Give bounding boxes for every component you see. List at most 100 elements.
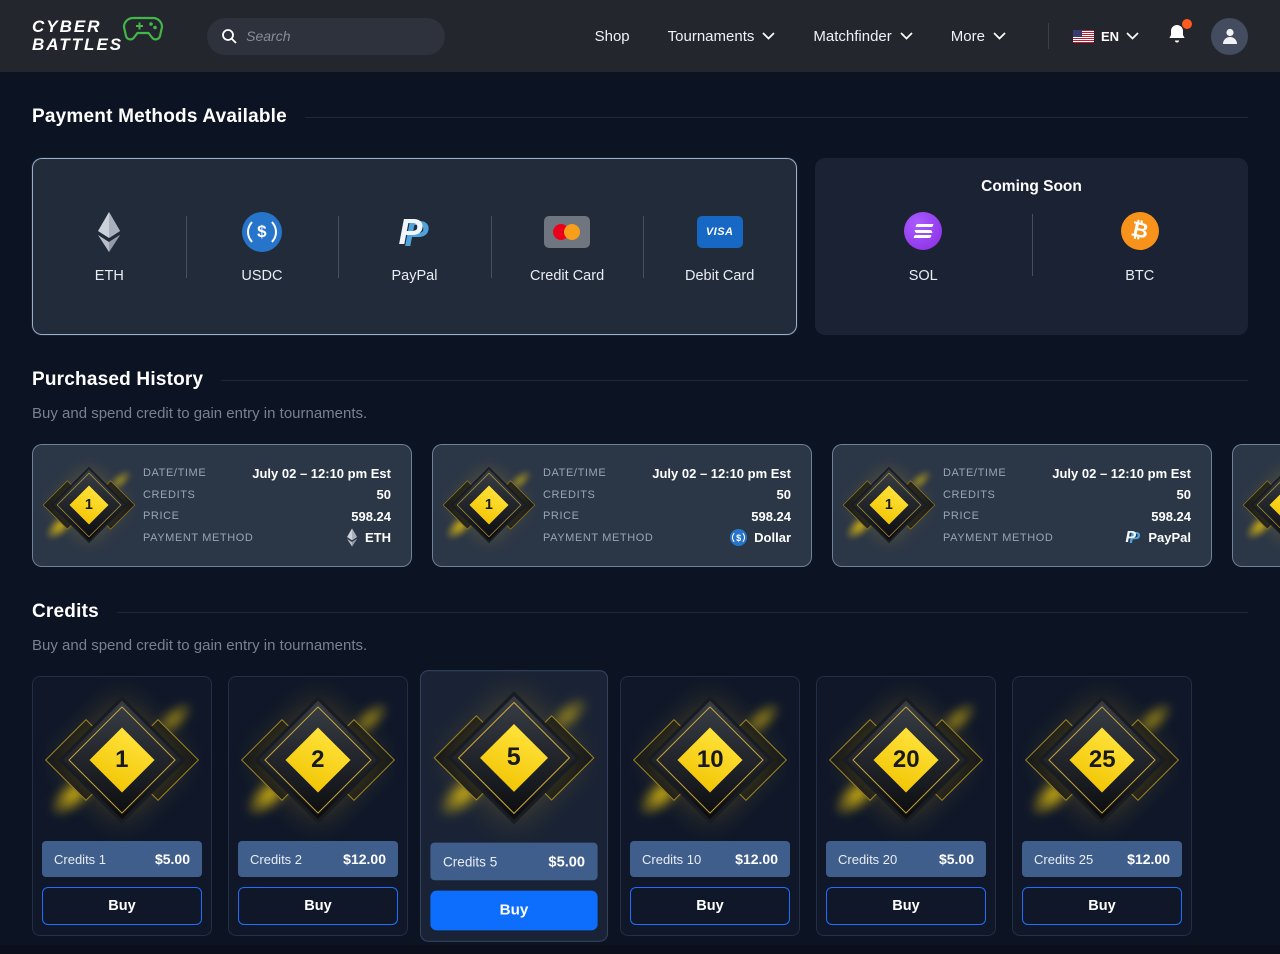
purchase-card: 1 DATE/TIME July 02 – 12:10 pm Est CREDIT… bbox=[432, 444, 812, 567]
language-selector[interactable]: EN bbox=[1072, 28, 1139, 44]
divider bbox=[304, 116, 1248, 118]
credit-price: $5.00 bbox=[154, 851, 190, 868]
eth-icon bbox=[347, 528, 357, 547]
datetime-value: July 02 – 12:10 pm Est bbox=[1052, 465, 1191, 481]
row-label: PAYMENT METHOD bbox=[943, 531, 1054, 544]
payment-method-eth[interactable]: ETH bbox=[33, 209, 186, 284]
payment-method-credit-card[interactable]: Credit Card bbox=[491, 209, 644, 284]
buy-button[interactable]: Buy bbox=[42, 887, 202, 926]
credit-badge: 1 bbox=[41, 694, 200, 826]
credit-banner: Credits 2 $12.00 bbox=[238, 841, 398, 878]
payment-method-usdc[interactable]: $ USDC bbox=[186, 209, 339, 284]
payment-method-label: USDC bbox=[241, 268, 283, 284]
brand-logo[interactable]: CYBER BATTLES bbox=[32, 17, 165, 54]
purchase-card-cut: 1 bbox=[1232, 444, 1280, 567]
search-input[interactable] bbox=[246, 28, 432, 44]
purchased-history-section: Purchased History Buy and spend credit t… bbox=[32, 369, 1280, 567]
chevron-down-icon bbox=[1126, 32, 1139, 40]
price-value: 598.24 bbox=[751, 508, 791, 524]
row-label: PRICE bbox=[543, 510, 580, 523]
credit-price: $5.00 bbox=[938, 851, 974, 868]
payment-methods-section: Payment Methods Available ETH bbox=[32, 106, 1248, 335]
credit-badge: 1 bbox=[440, 464, 536, 545]
section-subtitle: Buy and spend credit to gain entry in to… bbox=[32, 405, 368, 422]
coming-soon-title: Coming Soon bbox=[981, 178, 1082, 195]
nav-label: Matchfinder bbox=[813, 27, 892, 45]
credit-name: Credits 10 bbox=[642, 851, 702, 867]
usdc-icon: $ bbox=[241, 212, 282, 252]
avatar-icon bbox=[1222, 28, 1237, 44]
buy-button[interactable]: Buy bbox=[1022, 887, 1182, 926]
payment-method-debit-card[interactable]: VISA Debit Card bbox=[643, 209, 796, 284]
buy-button[interactable]: Buy bbox=[630, 887, 790, 926]
nav-item-tournaments[interactable]: Tournaments bbox=[668, 28, 776, 45]
credit-card[interactable]: 25 Credits 25 $12.00 Buy bbox=[1012, 676, 1192, 936]
visa-icon: VISA bbox=[696, 216, 743, 248]
credit-card[interactable]: 10 Credits 10 $12.00 Buy bbox=[620, 676, 800, 936]
credit-badge: 5 bbox=[429, 688, 596, 827]
credit-name: Credits 2 bbox=[250, 851, 303, 867]
price-value: 598.24 bbox=[1151, 508, 1191, 524]
notifications-button[interactable] bbox=[1167, 18, 1192, 50]
credit-banner: Credits 1 $5.00 bbox=[42, 841, 202, 878]
credit-card[interactable]: 1 Credits 1 $5.00 Buy bbox=[32, 676, 212, 936]
datetime-value: July 02 – 12:10 pm Est bbox=[652, 465, 791, 481]
user-avatar[interactable] bbox=[1211, 17, 1248, 55]
row-label: CREDITS bbox=[543, 488, 596, 501]
section-title: Payment Methods Available bbox=[32, 106, 287, 127]
search-bar[interactable] bbox=[207, 17, 446, 55]
row-label: CREDITS bbox=[143, 488, 196, 501]
credit-price: $12.00 bbox=[1127, 851, 1170, 868]
divider bbox=[1047, 23, 1049, 49]
credit-name: Credits 20 bbox=[838, 851, 898, 867]
datetime-value: July 02 – 12:10 pm Est bbox=[252, 465, 391, 481]
credit-packs-row: 1 Credits 1 $5.00 Buy 2 Credits 2 $12.00 bbox=[32, 670, 1248, 942]
purchase-card: 1 DATE/TIME July 02 – 12:10 pm Est CREDIT… bbox=[32, 444, 412, 567]
brand-line2: BATTLES bbox=[32, 35, 124, 54]
nav-label: Tournaments bbox=[667, 27, 755, 45]
row-label: PRICE bbox=[143, 510, 180, 523]
credits-value: 50 bbox=[1176, 487, 1191, 503]
buy-button[interactable]: Buy bbox=[238, 887, 398, 926]
notification-dot bbox=[1182, 18, 1192, 29]
credit-card[interactable]: 2 Credits 2 $12.00 Buy bbox=[228, 676, 408, 936]
us-flag-icon bbox=[1072, 29, 1094, 43]
coming-soon-sol: SOL bbox=[815, 212, 1032, 284]
chevron-down-icon bbox=[993, 32, 1006, 40]
section-title: Credits bbox=[32, 601, 99, 622]
row-label: PAYMENT METHOD bbox=[543, 531, 654, 544]
chevron-down-icon bbox=[900, 32, 913, 40]
buy-button[interactable]: Buy bbox=[430, 890, 598, 931]
row-label: CREDITS bbox=[943, 488, 996, 501]
credit-card[interactable]: 5 Credits 5 $5.00 Buy bbox=[419, 670, 609, 942]
navbar-right: EN bbox=[1047, 17, 1248, 55]
coming-soon-panel: Coming Soon SOL ₿ BTC bbox=[815, 158, 1248, 335]
buy-button[interactable]: Buy bbox=[826, 887, 986, 926]
credit-badge: 10 bbox=[629, 694, 788, 826]
eth-icon bbox=[98, 212, 121, 252]
credit-price: $12.00 bbox=[343, 851, 386, 868]
language-code: EN bbox=[1100, 28, 1119, 44]
credit-price: $5.00 bbox=[548, 853, 586, 871]
purchase-history-row: 1 DATE/TIME July 02 – 12:10 pm Est CREDIT… bbox=[32, 444, 1280, 567]
nav-item-matchfinder[interactable]: Matchfinder bbox=[813, 27, 913, 45]
payment-method-label: PayPal bbox=[391, 268, 438, 284]
nav-item-shop[interactable]: Shop bbox=[595, 28, 630, 45]
coming-soon-label: BTC bbox=[1125, 268, 1155, 284]
divider bbox=[116, 611, 1248, 613]
dollar-coin-icon: $ bbox=[730, 529, 748, 547]
brand-line1: CYBER bbox=[32, 17, 102, 37]
coming-soon-label: SOL bbox=[908, 268, 938, 284]
credit-card[interactable]: 20 Credits 20 $5.00 Buy bbox=[816, 676, 996, 936]
credit-banner: Credits 20 $5.00 bbox=[826, 841, 986, 878]
nav-item-more[interactable]: More bbox=[951, 28, 1006, 45]
mastercard-icon bbox=[544, 216, 591, 248]
brand-text: CYBER BATTLES bbox=[32, 18, 123, 54]
section-subtitle: Buy and spend credit to gain entry in to… bbox=[32, 637, 368, 654]
credits-section: Credits Buy and spend credit to gain ent… bbox=[32, 601, 1248, 942]
credit-banner: Credits 5 $5.00 bbox=[430, 842, 598, 881]
